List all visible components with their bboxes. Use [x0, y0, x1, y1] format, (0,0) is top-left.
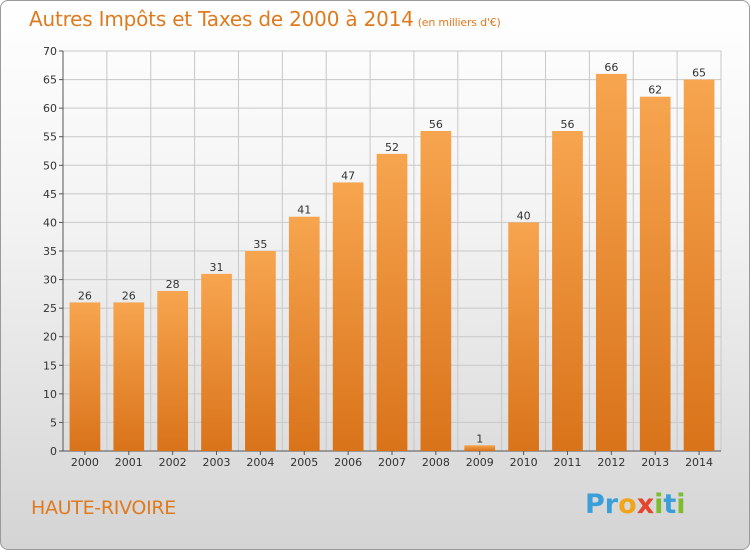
bar-value-label: 1 — [476, 432, 483, 445]
x-tick-label: 2007 — [378, 456, 406, 469]
y-tick-label: 45 — [43, 188, 57, 201]
bar — [683, 79, 715, 452]
x-tick-label: 2013 — [641, 456, 669, 469]
bar-value-label: 65 — [692, 67, 706, 80]
x-tick-label: 2002 — [159, 456, 187, 469]
logo-letter: o — [618, 489, 637, 520]
y-tick-label: 70 — [43, 45, 57, 58]
y-tick-label: 35 — [43, 245, 57, 258]
bar — [552, 131, 583, 451]
bar — [595, 73, 627, 451]
y-tick-label: 10 — [43, 388, 57, 401]
bar-value-label: 28 — [166, 278, 180, 291]
x-tick-label: 2009 — [466, 456, 494, 469]
x-tick-label: 2000 — [71, 456, 99, 469]
y-tick-label: 65 — [43, 74, 57, 87]
y-tick-label: 5 — [50, 416, 57, 429]
x-tick-label: 2004 — [246, 456, 274, 469]
bar-value-label: 40 — [517, 209, 531, 222]
y-tick-label: 0 — [50, 445, 57, 458]
bar — [113, 302, 145, 451]
proxiti-logo: Proxiti — [585, 489, 686, 520]
bar — [245, 251, 276, 451]
y-tick-label: 20 — [43, 331, 57, 344]
bar — [639, 96, 671, 451]
commune-name: HAUTE-RIVOIRE — [31, 497, 176, 519]
bar-value-label: 66 — [604, 61, 618, 74]
bar-value-label: 62 — [648, 84, 662, 97]
y-tick-label: 55 — [43, 131, 57, 144]
bar — [69, 302, 101, 451]
chart-title: Autres Impôts et Taxes de 2000 à 2014 (en… — [29, 7, 501, 31]
y-tick-label: 15 — [43, 359, 57, 372]
logo-letter: P — [585, 489, 605, 520]
x-tick-label: 2014 — [685, 456, 713, 469]
data-labels: 26 26 28 31 35 41 47 52 56 1 40 56 66 62 65 — [78, 61, 706, 445]
bar-value-label: 56 — [429, 118, 443, 131]
bar — [464, 445, 496, 451]
y-tick-label: 50 — [43, 159, 57, 172]
y-tick-label: 40 — [43, 216, 57, 229]
logo-letter: i — [676, 489, 686, 520]
x-tick-label: 2006 — [334, 456, 362, 469]
x-tick-label: 2003 — [203, 456, 231, 469]
bar-value-label: 56 — [560, 118, 574, 131]
x-tick-label: 2010 — [510, 456, 538, 469]
bar-value-label: 47 — [341, 169, 355, 182]
y-tick-label: 25 — [43, 302, 57, 315]
bar — [508, 222, 539, 451]
bar-value-label: 26 — [78, 289, 92, 302]
x-tick-label: 2008 — [422, 456, 450, 469]
bar — [376, 153, 408, 451]
bar-value-label: 41 — [297, 204, 311, 217]
y-tick-label: 30 — [43, 274, 57, 287]
logo-letter: x — [636, 489, 655, 520]
x-tick-label: 2005 — [290, 456, 318, 469]
bar-value-label: 35 — [253, 238, 267, 251]
chart-title-unit: (en milliers d'€) — [417, 16, 501, 29]
bar — [420, 131, 452, 451]
logo-letter: i — [654, 489, 664, 520]
chart-title-text: Autres Impôts et Taxes de 2000 à 2014 — [29, 7, 414, 31]
x-tick-label: 2012 — [597, 456, 625, 469]
bar-value-label: 26 — [122, 289, 136, 302]
x-tick-label: 2011 — [553, 456, 581, 469]
logo-letter: r — [604, 489, 619, 520]
logo-letter: t — [663, 489, 677, 520]
bar-value-label: 31 — [210, 261, 224, 274]
x-tick-label: 2001 — [115, 456, 143, 469]
bars — [69, 73, 715, 452]
bar-value-label: 52 — [385, 141, 399, 154]
bar — [332, 182, 364, 451]
bar — [157, 291, 189, 451]
bar — [288, 216, 320, 451]
y-tick-label: 60 — [43, 102, 57, 115]
bar — [201, 273, 232, 451]
